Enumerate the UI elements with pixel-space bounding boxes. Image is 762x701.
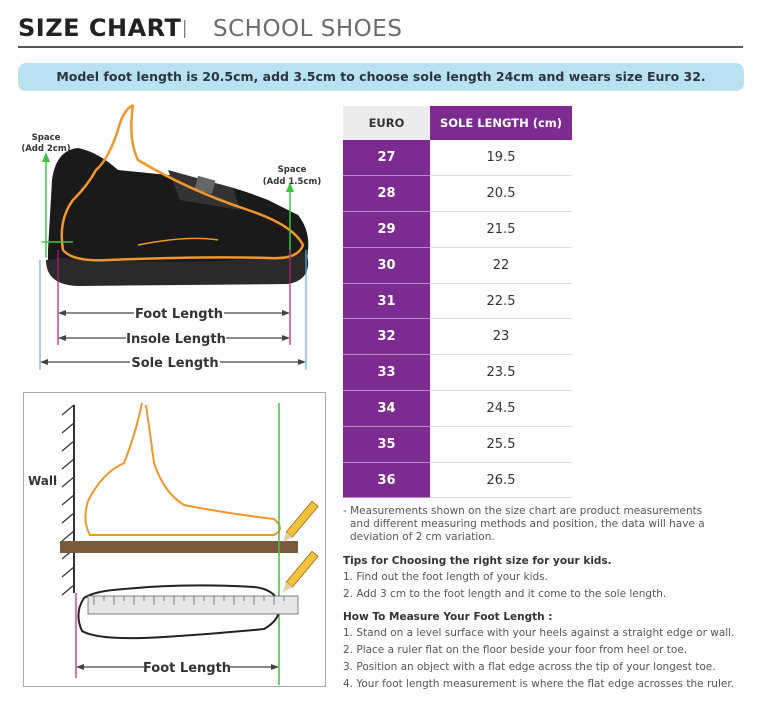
model-info-banner: Model foot length is 20.5cm, add 3.5cm t…	[18, 63, 744, 91]
table-row: 29 21.5	[343, 211, 572, 248]
space-right-label-2: (Add 1.5cm)	[263, 177, 322, 187]
sole-cell: 25.5	[430, 426, 572, 463]
list-item: 1. Find out the foot length of your kids…	[343, 571, 548, 583]
euro-cell: 36	[343, 462, 430, 499]
wall-label: Wall	[28, 474, 57, 488]
foot-measure-diagram: Wall Foot Length	[23, 392, 326, 687]
sole-cell: 23.5	[430, 354, 572, 392]
tips-title: Tips for Choosing the right size for you…	[343, 555, 612, 567]
sole-cell: 23	[430, 318, 572, 356]
note-line: - Measurements shown on the size chart a…	[343, 505, 703, 517]
euro-cell: 35	[343, 426, 430, 463]
list-item: 2. Add 3 cm to the foot length and it co…	[343, 588, 667, 600]
page-title: SIZE CHART	[18, 14, 182, 42]
euro-cell: 30	[343, 247, 430, 284]
sole-cell: 22.5	[430, 283, 572, 320]
howto-title: How To Measure Your Foot Length :	[343, 611, 553, 623]
table-row: 27 19.5	[343, 140, 572, 177]
list-item: 4. Your foot length measurement is where…	[343, 678, 735, 690]
foot-measure-illustration: Wall Foot Length	[28, 402, 319, 685]
sole-cell: 20.5	[430, 175, 572, 213]
page-subtitle: SCHOOL SHOES	[213, 16, 403, 42]
euro-cell: 33	[343, 354, 430, 392]
tips-list: 1. Find out the foot length of your kids…	[343, 569, 753, 603]
space-left-label-1: Space	[32, 133, 61, 143]
table-row: 35 25.5	[343, 426, 572, 463]
euro-cell: 28	[343, 175, 430, 213]
table-row: 34 24.5	[343, 390, 572, 427]
table-header-row: EURO SOLE LENGTH (cm)	[343, 106, 572, 140]
list-item: 2. Place a ruler flat on the floor besid…	[343, 644, 688, 656]
sole-cell: 24.5	[430, 390, 572, 427]
euro-cell: 32	[343, 318, 430, 356]
sole-cell: 19.5	[430, 140, 572, 177]
title-separator: I	[181, 15, 189, 44]
table-row: 33 23.5	[343, 354, 572, 392]
euro-cell: 31	[343, 283, 430, 320]
size-table: EURO SOLE LENGTH (cm) 27 19.5 28 20.5 29 21…	[343, 106, 572, 499]
note-line: and different measuring methods and posi…	[350, 518, 705, 530]
euro-cell: 27	[343, 140, 430, 177]
insole-length-label: Insole Length	[126, 332, 226, 347]
space-right-label-1: Space	[278, 165, 307, 175]
list-item: 3. Position an object with a flat edge a…	[343, 661, 716, 673]
euro-cell: 29	[343, 211, 430, 248]
note-line: deviation of 2 cm variation.	[350, 531, 495, 543]
list-item: 1. Stand on a level surface with your he…	[343, 627, 735, 639]
foot-diagram-length-label: Foot Length	[143, 661, 231, 676]
sole-length-label: Sole Length	[131, 356, 218, 371]
sole-column-header: SOLE LENGTH (cm)	[430, 106, 572, 140]
shoe-illustration: Foot Length Insole Length Sole Length Sp…	[21, 103, 322, 371]
table-row: 32 23	[343, 318, 572, 356]
shoe-measurement-diagram: Foot Length Insole Length Sole Length Sp…	[18, 100, 328, 375]
table-row: 31 22.5	[343, 283, 572, 320]
table-row: 28 20.5	[343, 175, 572, 213]
sole-cell: 21.5	[430, 211, 572, 248]
table-row: 36 26.5	[343, 462, 572, 499]
table-row: 30 22	[343, 247, 572, 284]
euro-cell: 34	[343, 390, 430, 427]
howto-list: 1. Stand on a level surface with your he…	[343, 625, 753, 693]
euro-column-header: EURO	[343, 106, 430, 140]
space-left-label-2: (Add 2cm)	[21, 144, 70, 154]
foot-length-label: Foot Length	[135, 307, 223, 322]
sole-cell: 22	[430, 247, 572, 284]
sole-cell: 26.5	[430, 462, 572, 499]
measurement-note: - Measurements shown on the size chart a…	[343, 505, 743, 544]
page-header: SIZE CHART I SCHOOL SHOES	[18, 12, 743, 48]
